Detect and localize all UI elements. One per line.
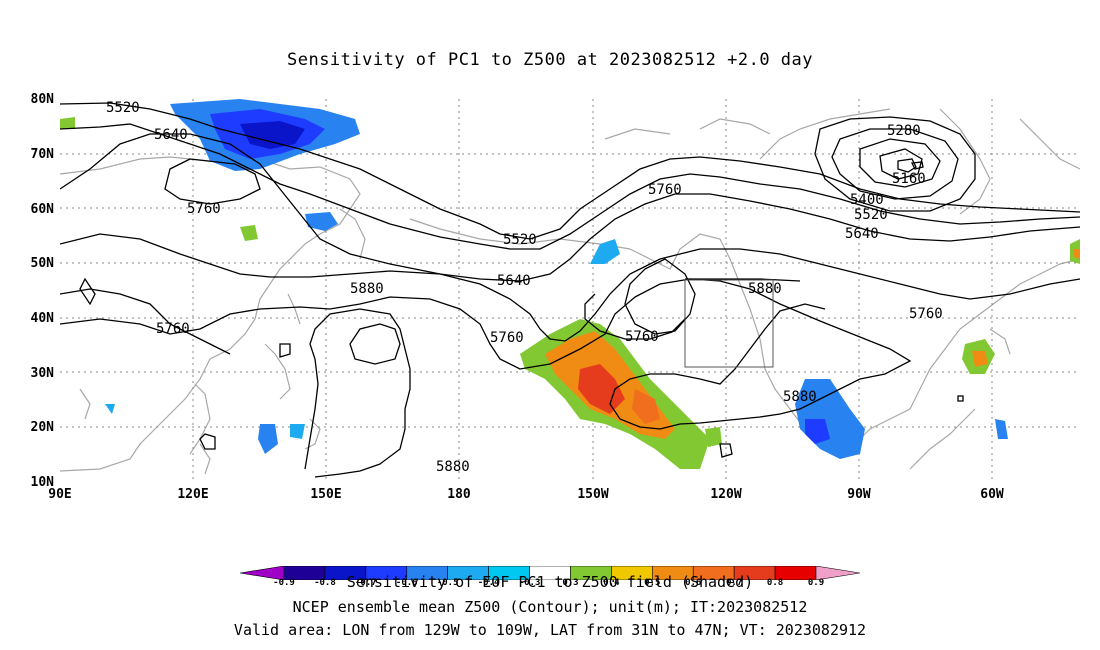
contour-label: 5760 — [156, 321, 190, 337]
contour-label: 5400 — [850, 192, 884, 208]
contour-label: 5520 — [854, 207, 888, 223]
colorbar-cell — [815, 566, 860, 580]
contour-label: 5760 — [909, 306, 943, 322]
contour-label: 5520 — [106, 100, 140, 116]
lat-label-40n: 40N — [30, 311, 54, 326]
map-title: Sensitivity of PC1 to Z500 at 2023082512… — [286, 50, 813, 70]
map-canvas: 5520 5640 5760 5760 5880 5880 5520 5640 … — [60, 99, 1080, 483]
colorbar-tick-label: -0.3 — [518, 578, 541, 588]
contour-label: 5640 — [154, 127, 188, 143]
lon-label-120w: 120W — [710, 487, 742, 502]
contour-label: 5640 — [845, 226, 879, 242]
contour-label: 5760 — [648, 182, 682, 198]
colorbar-tick-label: 0.6 — [685, 578, 702, 588]
contour-label: 5280 — [887, 123, 921, 139]
colorbar-tick-label: 0.3 — [562, 578, 579, 588]
contour-label: 5640 — [497, 273, 531, 289]
caption-shaded: Sensitivity of EOF PC1 to Z500 field (Sh… — [346, 573, 754, 591]
contour-label: 5880 — [436, 459, 470, 475]
colorbar-tick-label: 0.9 — [807, 578, 825, 588]
contour-label: 5880 — [748, 281, 782, 297]
colorbar-tick-label: 0.5 — [644, 578, 661, 588]
lat-label-10n: 10N — [30, 475, 54, 490]
caption-contour: NCEP ensemble mean Z500 (Contour); unit(… — [292, 598, 808, 616]
contour-label: 5160 — [892, 171, 926, 187]
lat-label-80n: 80N — [30, 92, 54, 107]
lon-label-120e: 120E — [177, 487, 209, 502]
colorbar-tick-label: 0.4 — [603, 578, 620, 588]
lat-label-30n: 30N — [30, 366, 54, 381]
colorbar — [240, 566, 860, 580]
lon-label-150e: 150E — [310, 487, 342, 502]
lon-label-180: 180 — [447, 487, 471, 502]
contour-label: 5880 — [783, 389, 817, 405]
colorbar-tick-label: -0.5 — [436, 578, 459, 588]
contour-label: 5760 — [187, 201, 221, 217]
colorbar-tick-label: -0.7 — [355, 578, 377, 588]
lat-label-20n: 20N — [30, 420, 54, 435]
colorbar-tick-label: -0.4 — [477, 578, 500, 588]
lon-label-60w: 60W — [980, 487, 1004, 502]
lon-label-150w: 150W — [577, 487, 609, 502]
lon-label-90w: 90W — [847, 487, 871, 502]
lat-label-70n: 70N — [30, 147, 54, 162]
valid-area-box — [684, 279, 774, 368]
colorbar-tick-label: -0.6 — [395, 578, 418, 588]
colorbar-tick-label: 0.7 — [726, 578, 743, 588]
z500-contours — [60, 102, 1080, 478]
contour-label: 5880 — [350, 281, 384, 297]
lat-label-60n: 60N — [30, 202, 54, 217]
colorbar-tick-label: -0.9 — [273, 578, 295, 588]
lon-label-90e: 90E — [48, 487, 72, 502]
colorbar-tick-label: 0.8 — [766, 578, 784, 588]
lat-label-50n: 50N — [30, 256, 54, 271]
contour-label: 5760 — [490, 330, 524, 346]
contour-label: 5760 — [625, 329, 659, 345]
caption-valid-area: Valid area: LON from 129W to 109W, LAT f… — [233, 621, 867, 639]
colorbar-tick-label: -0.8 — [314, 578, 336, 588]
shaded-positive — [60, 117, 1080, 469]
contour-label: 5520 — [503, 232, 537, 248]
